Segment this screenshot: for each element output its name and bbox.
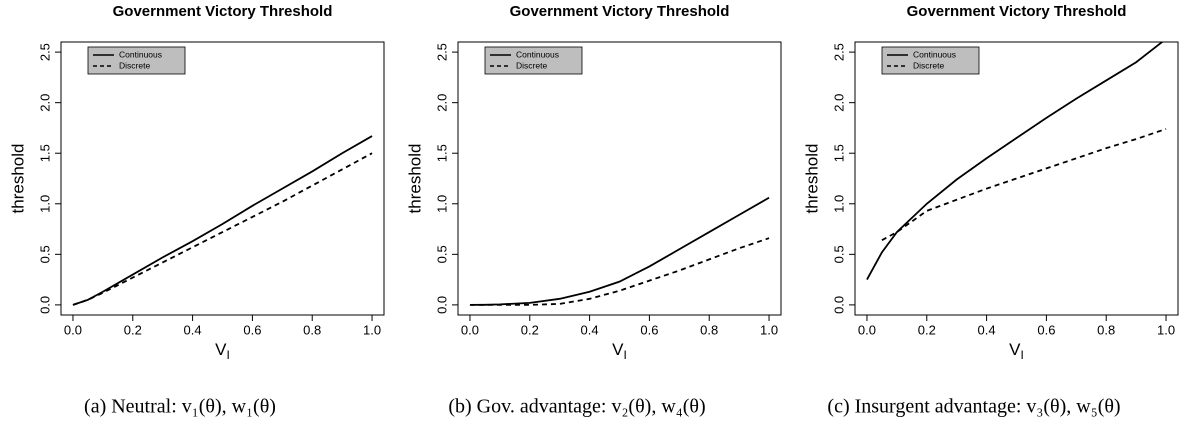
x-tick-label: 0.6 [640, 322, 658, 337]
x-tick-label: 0.0 [461, 322, 479, 337]
x-tick-label: 0.8 [700, 322, 718, 337]
chart-title: Government Victory Threshold [510, 3, 730, 20]
panel: Government Victory Threshold 0.0 0.2 0.4 0.6… [405, 3, 782, 418]
legend-label: Continuous [119, 49, 162, 59]
y-tick-label: 1.0 [434, 195, 449, 213]
legend-label: Discrete [913, 60, 944, 70]
caption: (a) Neutral: v₁(θ), w₁(θ) [84, 396, 276, 418]
x-axis-label: VI [612, 340, 627, 362]
x-tick-label: 0.6 [243, 322, 261, 337]
panel: Government Victory Threshold 0.0 0.2 0.4 0.6… [802, 3, 1179, 418]
y-tick-label: 2.0 [831, 94, 846, 112]
y-tick-label: 0.5 [37, 245, 52, 263]
y-tick-label: 0.5 [434, 245, 449, 263]
x-tick-label: 0.8 [1097, 322, 1115, 337]
chart-title: Government Victory Threshold [907, 3, 1127, 20]
x-tick-label: 1.0 [760, 322, 778, 337]
plot-frame [60, 41, 385, 316]
x-tick-label: 0.2 [124, 322, 142, 337]
series-line [72, 135, 373, 306]
series-line [469, 237, 770, 306]
x-tick-label: 0.2 [918, 322, 936, 337]
x-axis-label: VI [1009, 340, 1024, 362]
legend-box [484, 46, 583, 75]
y-tick-label: 0.0 [831, 296, 846, 314]
y-tick-label: 2.0 [37, 94, 52, 112]
y-tick-label: 2.5 [831, 43, 846, 61]
x-tick-label: 0.4 [581, 322, 599, 337]
y-tick-label: 1.0 [831, 195, 846, 213]
y-tick-label: 0.0 [434, 296, 449, 314]
legend-box [881, 46, 980, 75]
x-tick-label: 0.2 [521, 322, 539, 337]
legend-label: Continuous [913, 49, 956, 59]
caption: (c) Insurgent advantage: v₃(θ), w₅(θ) [827, 396, 1120, 418]
legend-label: Discrete [516, 60, 547, 70]
series-line [469, 196, 770, 306]
x-tick-label: 0.4 [978, 322, 996, 337]
y-tick-label: 0.0 [37, 296, 52, 314]
x-axis-label: VI [215, 340, 230, 362]
y-tick-label: 1.5 [37, 144, 52, 162]
x-tick-label: 0.0 [64, 322, 82, 337]
y-axis-label: threshold [8, 144, 27, 214]
y-tick-label: 2.5 [434, 43, 449, 61]
y-tick-label: 1.5 [434, 144, 449, 162]
y-axis-label: threshold [802, 144, 821, 214]
plot-frame [854, 41, 1179, 316]
x-tick-label: 0.4 [184, 322, 202, 337]
y-tick-label: 1.5 [831, 144, 846, 162]
x-tick-label: 1.0 [1157, 322, 1175, 337]
chart-title: Government Victory Threshold [113, 3, 333, 20]
series-line [881, 128, 1167, 241]
x-tick-label: 0.8 [303, 322, 321, 337]
y-tick-label: 2.5 [37, 43, 52, 61]
x-tick-label: 0.6 [1037, 322, 1055, 337]
series-line [866, 42, 1164, 281]
y-tick-label: 2.0 [434, 94, 449, 112]
legend-label: Discrete [119, 60, 150, 70]
x-tick-label: 1.0 [363, 322, 381, 337]
panel: Government Victory Threshold 0.0 0.2 0.4 0.6… [8, 3, 385, 418]
legend-box [87, 46, 186, 75]
series-line [72, 152, 373, 306]
plot-frame [457, 41, 782, 316]
legend-label: Continuous [516, 49, 559, 59]
y-axis-label: threshold [405, 144, 424, 214]
x-tick-label: 0.0 [858, 322, 876, 337]
y-tick-label: 0.5 [831, 245, 846, 263]
y-tick-label: 1.0 [37, 195, 52, 213]
caption: (b) Gov. advantage: v₂(θ), w₄(θ) [448, 396, 705, 418]
